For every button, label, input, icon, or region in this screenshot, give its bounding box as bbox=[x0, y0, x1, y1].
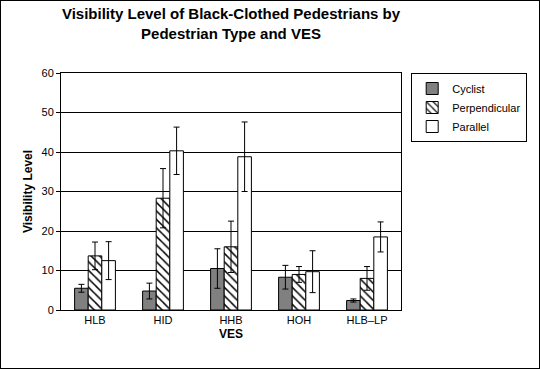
svg-text:HOH: HOH bbox=[287, 314, 312, 326]
svg-text:40: 40 bbox=[42, 146, 54, 158]
svg-text:50: 50 bbox=[42, 106, 54, 118]
svg-text:HLB: HLB bbox=[84, 314, 105, 326]
svg-text:Cyclist: Cyclist bbox=[452, 83, 484, 95]
svg-text:30: 30 bbox=[42, 185, 54, 197]
svg-text:HID: HID bbox=[154, 314, 173, 326]
svg-text:HLB–LP: HLB–LP bbox=[347, 314, 388, 326]
svg-text:VES: VES bbox=[219, 327, 243, 341]
svg-text:10: 10 bbox=[42, 264, 54, 276]
svg-text:Visibility Level of Black-Clot: Visibility Level of Black-Clothed Pedest… bbox=[62, 5, 401, 42]
svg-text:Perpendicular: Perpendicular bbox=[452, 102, 520, 114]
svg-text:HHB: HHB bbox=[219, 314, 242, 326]
svg-text:Parallel: Parallel bbox=[452, 121, 489, 133]
svg-text:60: 60 bbox=[42, 67, 54, 79]
svg-text:0: 0 bbox=[48, 304, 54, 316]
svg-text:20: 20 bbox=[42, 225, 54, 237]
svg-text:Visibility Level: Visibility Level bbox=[21, 150, 35, 233]
